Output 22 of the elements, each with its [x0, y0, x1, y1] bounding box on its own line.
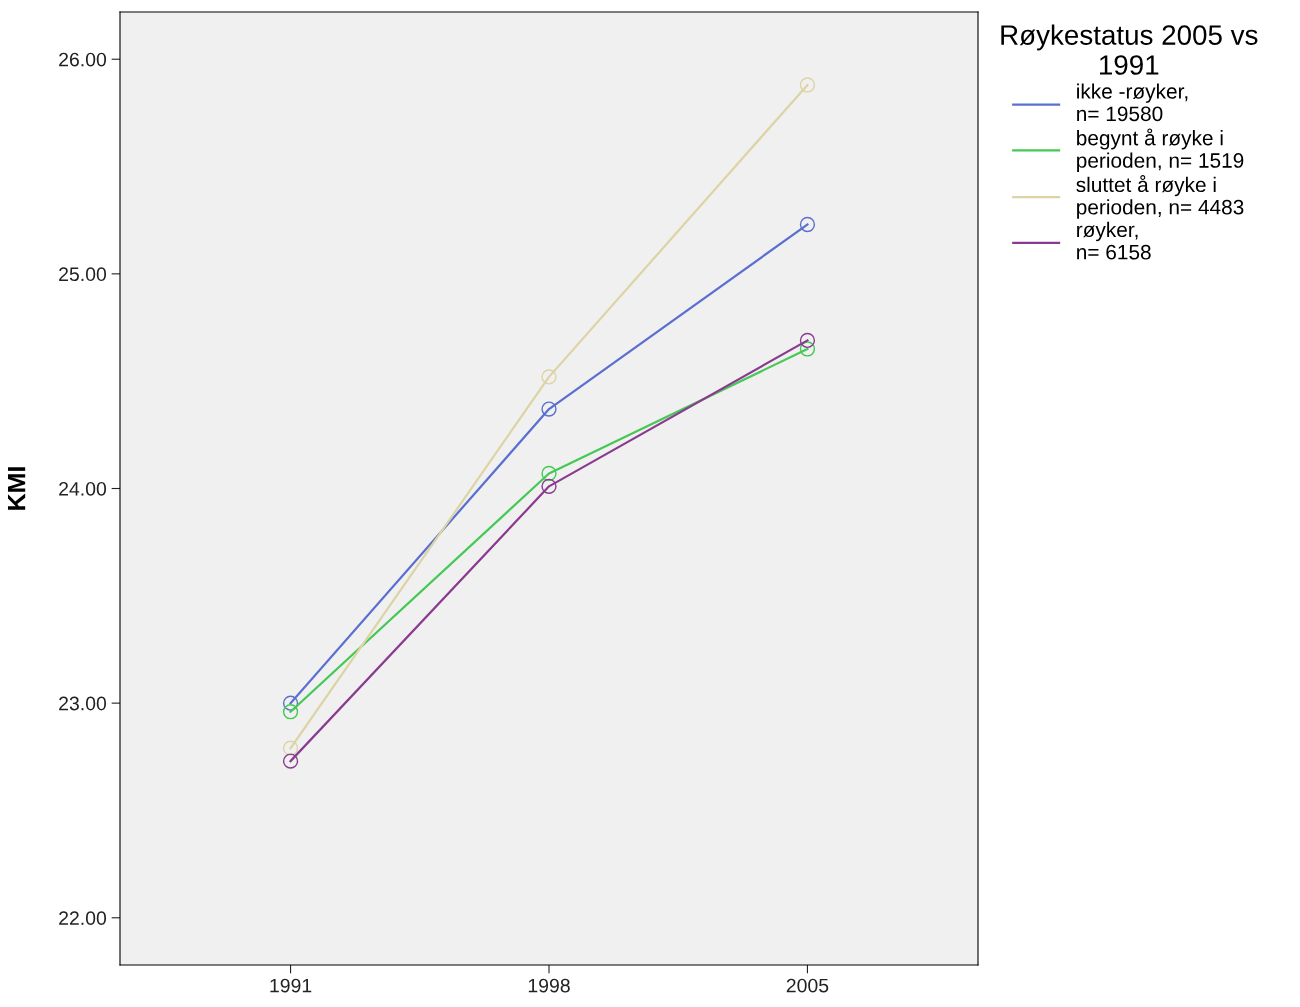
x-tick-label: 2005: [786, 978, 829, 993]
x-tick-label: 1991: [270, 978, 312, 993]
y-tick-label: 24.00: [59, 481, 107, 496]
point: [541, 401, 557, 417]
y-tick-label: 26.00: [59, 52, 107, 67]
point: [541, 478, 557, 494]
point: [799, 341, 816, 357]
legend-title: Røykestatus 2005 vs 1991: [1001, 24, 1258, 75]
point: [282, 740, 299, 756]
y-axis-title: KMI: [7, 467, 26, 510]
y-tick-label: 22.00: [59, 911, 107, 926]
point: [799, 332, 816, 349]
point: [541, 369, 557, 385]
point: [799, 216, 816, 233]
point: [282, 753, 299, 769]
x-tick-label: 1998: [528, 978, 570, 993]
point: [541, 465, 557, 482]
legend-label: røyker, n= 6158: [1077, 221, 1151, 260]
point: [282, 704, 299, 720]
point: [799, 77, 816, 93]
y-tick-label: 25.00: [59, 267, 107, 282]
y-tick-label: 23.00: [59, 696, 107, 711]
